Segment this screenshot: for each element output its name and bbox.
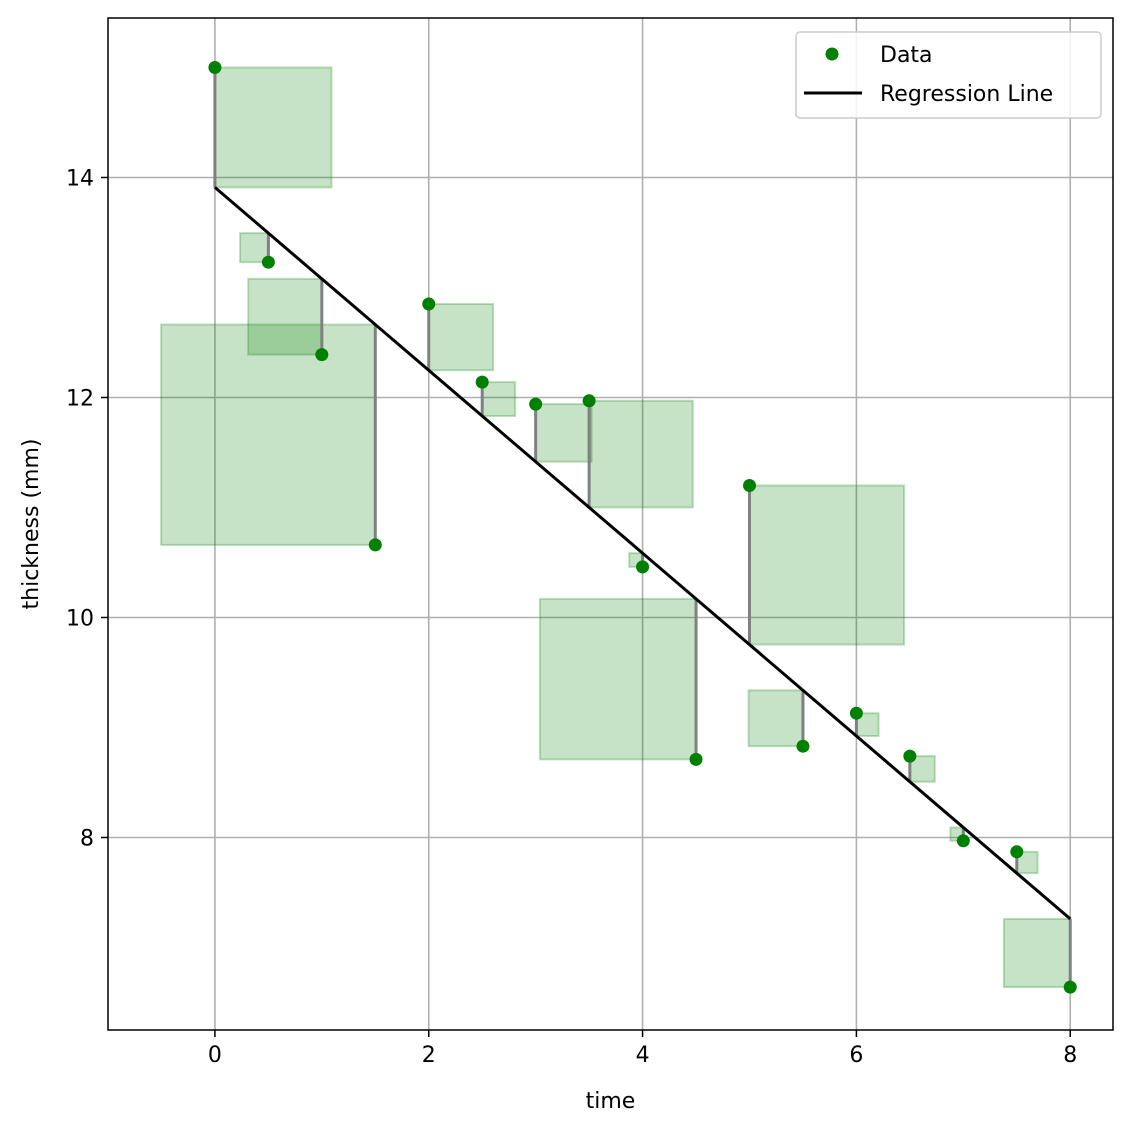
data-point: [1010, 845, 1024, 859]
data-point: [796, 739, 810, 753]
data-point: [208, 61, 222, 74]
data-point: [261, 255, 275, 269]
residual-square: [588, 399, 694, 509]
regression-line: [213, 186, 1072, 921]
residual-square: [160, 323, 377, 546]
data-point: [315, 348, 329, 362]
x-tick-label: 4: [636, 1043, 650, 1068]
x-tick-label: 0: [208, 1043, 222, 1068]
data-point: [636, 560, 650, 574]
data-points: [208, 61, 1077, 994]
residual-square: [747, 689, 804, 748]
plot-frame: [107, 17, 1114, 1031]
y-tick-label: 14: [66, 167, 94, 192]
data-point: [368, 538, 382, 552]
legend-data-label: Data: [880, 43, 933, 68]
y-tick-label: 12: [66, 387, 94, 412]
legend: Data Regression Line: [795, 31, 1102, 119]
data-point: [475, 375, 489, 389]
legend-data-marker: [825, 47, 839, 61]
data-point: [582, 394, 596, 408]
y-axis-label: thickness (mm): [19, 439, 44, 610]
data-point: [903, 749, 917, 763]
residual-square: [748, 484, 906, 646]
legend-regression-label: Regression Line: [880, 82, 1053, 107]
residual-squares: [160, 66, 1072, 989]
residual-square: [247, 277, 323, 356]
residual-square: [1002, 917, 1072, 989]
y-tick-label: 10: [66, 607, 94, 632]
residual-square: [213, 66, 333, 189]
residual-square: [481, 381, 517, 417]
grid: [108, 18, 1113, 1030]
y-tick-label: 8: [80, 827, 94, 852]
residual-lines: [213, 67, 1072, 988]
regression-line-layer: [213, 186, 1072, 921]
residual-square: [534, 403, 593, 463]
x-tick-label: 6: [849, 1043, 863, 1068]
x-axis-ticks: 0 2 4 6 8: [208, 1030, 1077, 1068]
data-point: [1063, 980, 1077, 994]
data-point: [422, 297, 436, 311]
data-point: [849, 706, 863, 720]
x-axis-label: time: [586, 1089, 636, 1114]
data-point: [956, 834, 970, 848]
residual-square: [427, 303, 495, 372]
data-point: [689, 752, 703, 766]
residual-square: [539, 597, 698, 761]
data-point: [529, 397, 543, 411]
x-tick-label: 2: [422, 1043, 436, 1068]
data-point: [742, 479, 756, 492]
legend-box: [795, 31, 1102, 119]
x-tick-label: 8: [1063, 1043, 1077, 1068]
y-axis-ticks: 8 10 12 14: [66, 167, 108, 852]
